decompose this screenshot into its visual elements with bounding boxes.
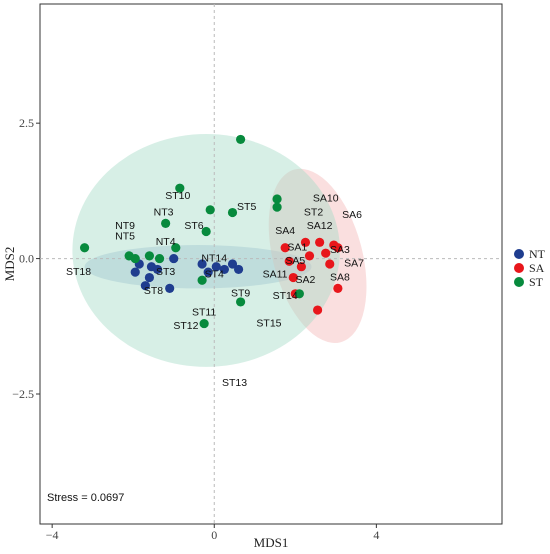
x-axis-title: MDS1 [254,535,289,550]
point-label: ST9 [231,288,250,300]
point-label: SA11 [263,269,288,281]
point-sa [296,262,306,272]
point-st [272,194,282,204]
point-label: SA6 [342,209,362,221]
ellipse-nt [84,245,312,289]
point-sa [280,243,290,253]
point-label: SA8 [330,271,350,283]
point-st [227,207,238,218]
point-nt [152,264,163,275]
point-label: SA12 [307,220,333,232]
point-label: ST3 [156,266,175,278]
point-nt [197,259,207,269]
point-st [272,202,282,212]
point-label: SA7 [344,258,364,270]
point-label: NT3 [154,206,174,218]
legend-key-nt [514,249,524,259]
point-label: ST12 [173,320,198,332]
point-label: SA3 [330,244,350,256]
point-label: ST2 [304,206,323,218]
x-tick-label: 4 [373,528,379,542]
point-label: ST14 [273,290,298,302]
point-st [154,253,165,264]
axis-ticks: −4 0 4 −2.5 0.0 2.5 [12,116,379,542]
point-nt [233,264,244,275]
point-st [236,134,246,145]
y-tick-label: −2.5 [12,387,34,401]
point-st [236,297,246,307]
point-st [161,218,171,228]
point-label: ST4 [205,269,224,281]
point-label: ST5 [237,201,256,213]
x-tick-label: −4 [46,528,59,542]
point-st [205,205,215,215]
point-label: SA10 [313,193,339,205]
point-nt [211,262,221,272]
point-label: SA2 [296,274,316,286]
legend-key-sa [514,263,524,273]
point-label: ST15 [256,317,281,329]
point-sa [313,305,323,315]
legend-label-nt: NT [529,247,546,261]
y-axis-title: MDS2 [2,247,17,282]
point-st [79,243,90,253]
point-st [130,253,140,264]
y-tick-label: 0.0 [19,252,34,266]
point-sa [315,237,325,247]
y-tick-label: 2.5 [19,116,34,130]
point-sa [325,259,335,269]
point-nt [130,267,140,277]
point-nt [203,267,213,277]
ellipse-sa [268,168,367,343]
point-sa [284,256,294,266]
point-label: SA5 [285,255,305,267]
point-st [175,183,185,193]
point-sa [304,251,315,261]
point-sa [333,243,343,253]
point-label: NT14 [201,252,227,264]
stress-annotation: Stress = 0.0697 [47,492,124,504]
legend-label-st: ST [529,275,544,289]
point-label: ST8 [144,285,163,297]
point-sa [321,248,331,258]
point-st [171,243,181,253]
point-label: NT4 [156,236,176,248]
point-nt [165,283,175,293]
ellipse-layer [72,134,367,367]
point-sa [300,237,311,247]
point-st [199,318,209,329]
x-tick-label: 0 [211,528,217,542]
ellipse-st [72,134,340,367]
point-label: ST13 [222,377,247,389]
point-label: ST11 [192,306,216,318]
point-nt [219,264,229,275]
point-st [144,251,155,261]
point-label: ST6 [184,220,203,232]
point-label: NT5 [115,231,135,243]
point-label: ST18 [66,266,91,278]
point-label: NT9 [115,220,135,232]
point-nt [144,272,155,283]
point-label: SA4 [275,225,295,237]
point-nt [169,253,179,264]
point-nt [227,259,238,269]
points-layer [79,134,343,329]
point-st [294,289,304,299]
point-label: SA1 [287,241,307,253]
legend-label-sa: SA [529,261,545,275]
point-sa [333,283,343,293]
legend-key-st [514,277,524,287]
point-sa [288,272,298,283]
plot-panel [39,3,503,525]
point-st [197,275,207,285]
point-label: ST10 [165,190,190,202]
point-st [201,226,211,237]
point-nt [140,281,150,291]
